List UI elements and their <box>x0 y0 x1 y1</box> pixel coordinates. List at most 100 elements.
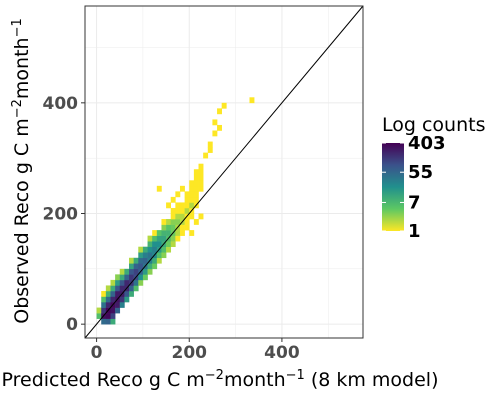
y-tick-label: 0 <box>66 315 78 335</box>
heatmap-bin <box>105 290 111 297</box>
heatmap-bin <box>189 185 195 192</box>
x-tick-label: 400 <box>264 343 300 363</box>
heatmap-bin <box>119 302 125 308</box>
heatmap-bin <box>179 207 185 214</box>
heatmap-bin <box>119 274 125 281</box>
heatmap-bin <box>129 268 134 275</box>
heatmap-bin <box>217 108 222 115</box>
heatmap-bin <box>147 235 153 242</box>
heatmap-bin <box>179 185 185 192</box>
heatmap-bin <box>119 296 125 303</box>
heatmap-bin <box>147 246 153 253</box>
heatmap-bin <box>115 274 121 281</box>
heatmap-bin <box>142 268 148 275</box>
heatmap-bin <box>138 246 144 253</box>
heatmap-bin <box>170 235 176 242</box>
heatmap-bin <box>170 241 176 247</box>
heatmap-bin <box>115 290 121 297</box>
heatmap-bin <box>133 263 139 270</box>
heatmap-bin <box>161 235 167 242</box>
heatmap-bin <box>189 196 195 203</box>
heatmap-bin <box>170 207 176 214</box>
y-axis-title: Observed Reco g C m−2month−1 <box>10 18 33 324</box>
heatmap-bin <box>142 257 148 264</box>
heatmap-bin <box>152 257 158 264</box>
heatmap-bin <box>129 257 134 264</box>
heatmap-bin <box>124 274 130 281</box>
y-axis: 0 200 400 <box>43 94 85 335</box>
heatmap-bin <box>110 279 116 286</box>
heatmap-bin <box>184 219 190 225</box>
heatmap-bin <box>212 130 218 137</box>
legend-title: Log counts <box>382 114 485 136</box>
y-tick-label: 400 <box>43 94 79 114</box>
heatmap-bin <box>166 224 172 231</box>
heatmap-bin <box>179 213 185 220</box>
heatmap-bin <box>156 235 162 242</box>
heatmap-bin <box>110 318 116 325</box>
heatmap-bin <box>115 285 121 292</box>
heatmap-bin <box>166 246 172 253</box>
heatmap-bin <box>101 290 107 297</box>
heatmap-bin <box>203 152 209 159</box>
heatmap-bin <box>189 191 195 198</box>
heatmap-bin <box>147 252 153 259</box>
heatmap-bin <box>105 302 111 308</box>
heatmap-bin <box>198 174 204 181</box>
heatmap-bin <box>161 246 167 253</box>
heatmap-bin <box>184 202 190 209</box>
heatmap-bin <box>198 180 204 187</box>
heatmap-bin <box>129 263 134 270</box>
heatmap-bin <box>175 207 181 214</box>
heatmap-bin <box>221 102 227 109</box>
heatmap-bin <box>217 124 222 131</box>
heatmap-bin <box>184 191 190 198</box>
heatmap-bin <box>138 252 144 259</box>
heatmap-bin <box>170 224 176 231</box>
heatmap-bin <box>105 296 111 303</box>
heatmap-bin <box>193 180 199 187</box>
y-tick-label: 200 <box>43 205 79 225</box>
heatmap-bin <box>161 219 167 225</box>
heatmap-bin <box>166 219 172 225</box>
heatmap-bin <box>198 185 204 192</box>
heatmap-bin <box>161 252 167 259</box>
heatmap-bin <box>110 307 116 314</box>
heatmap-bin <box>161 230 167 236</box>
heatmap-bin <box>119 285 125 292</box>
heatmap-bin <box>175 219 181 225</box>
heatmap-bin <box>138 257 144 264</box>
heatmap-bin <box>133 257 139 264</box>
heatmap-bin <box>152 246 158 253</box>
heatmap-bin <box>105 318 111 325</box>
heatmap-bin <box>115 302 121 308</box>
heatmap-bin <box>119 268 125 275</box>
x-axis: 0 200 400 <box>91 338 300 363</box>
heatmap-bin <box>129 290 134 297</box>
heatmap-bin <box>207 141 213 148</box>
heatmap-bin <box>170 196 176 203</box>
x-tick-label: 200 <box>172 343 208 363</box>
heatmap-bin <box>198 169 204 176</box>
legend-label: 1 <box>408 221 421 242</box>
heatmap-bin <box>101 296 107 303</box>
heatmap-bin <box>142 274 148 281</box>
heatmap-bin <box>184 196 190 203</box>
heatmap-bin <box>101 318 107 325</box>
heatmap-bin <box>115 307 121 314</box>
x-axis-title: Predicted Reco g C m−2month−1 (8 km mode… <box>1 368 438 391</box>
legend-colorbar <box>382 143 404 231</box>
heatmap-bin <box>249 97 255 104</box>
identity-line <box>84 5 364 339</box>
heatmap-bin <box>124 296 130 303</box>
heatmap-bin <box>156 230 162 236</box>
heatmap-bin <box>175 230 181 236</box>
heatmap-bin <box>212 119 218 126</box>
heatmap-bin <box>152 263 158 270</box>
heatmap-bin <box>193 191 199 198</box>
heatmap-bin <box>175 191 181 198</box>
heatmap-bin <box>184 224 190 231</box>
heatmap-bin <box>161 224 167 231</box>
heatmap-bin <box>96 307 102 314</box>
